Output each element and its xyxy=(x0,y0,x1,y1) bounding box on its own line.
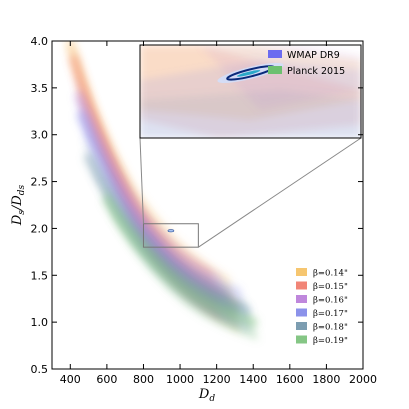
band-series-2 xyxy=(73,72,232,324)
x-axis-label: Dd xyxy=(198,387,215,404)
legend-label: β=0.17" xyxy=(313,309,348,319)
y-tick-label: 1.5 xyxy=(31,269,49,282)
inset-plot: WMAP DR9 Planck 2015 xyxy=(139,44,362,139)
legend-label: β=0.18" xyxy=(313,323,348,333)
inset-legend-label: Planck 2015 xyxy=(287,66,345,77)
legend-label: β=0.16" xyxy=(313,296,348,306)
band-series-3 xyxy=(75,93,252,334)
zoom-constraint-mark xyxy=(167,229,175,233)
legend-swatch xyxy=(296,295,307,303)
x-tick-label: 1400 xyxy=(239,373,267,386)
legend-label: β=0.14" xyxy=(313,269,348,279)
legend-swatch xyxy=(296,281,307,290)
band-core-5 xyxy=(101,195,259,328)
x-tick-label: 1800 xyxy=(312,373,340,386)
x-tick-label: 400 xyxy=(60,373,81,386)
x-tick-label: 800 xyxy=(133,373,154,386)
zoom-indicator xyxy=(139,137,362,248)
inset-band-3 xyxy=(140,90,361,138)
legend-swatch xyxy=(296,335,307,344)
inset-legend: WMAP DR9 Planck 2015 xyxy=(268,50,345,77)
inset-legend-label: WMAP DR9 xyxy=(287,50,340,61)
legend-label: β=0.15" xyxy=(313,282,348,292)
plot-frame xyxy=(51,40,364,370)
x-tick-label: 600 xyxy=(96,373,117,386)
x-axis-ticks: 400 600 800 1000 1200 1400 1600 1800 2000 xyxy=(60,41,377,386)
inset-contour-core xyxy=(236,70,261,77)
y-tick-label: 3.0 xyxy=(31,129,49,142)
y-tick-label: 4.0 xyxy=(31,35,49,48)
y-axis-ticks: 0.5 1.0 1.5 2.0 2.5 3.0 3.5 4.0 xyxy=(31,35,363,376)
y-axis-label: Ds/Dds xyxy=(10,184,27,226)
inset-legend-swatch xyxy=(268,66,282,74)
x-tick-label: 2000 xyxy=(349,373,377,386)
y-tick-label: 2.0 xyxy=(31,222,49,235)
legend-swatch xyxy=(296,268,307,276)
x-tick-label: 1000 xyxy=(166,373,194,386)
inset-legend-swatch xyxy=(268,50,282,58)
x-tick-label: 1200 xyxy=(203,373,231,386)
zoom-connector-left xyxy=(139,137,144,224)
inset-bands xyxy=(140,45,361,138)
y-tick-label: 0.5 xyxy=(31,363,49,376)
x-tick-label: 1600 xyxy=(276,373,304,386)
y-tick-label: 2.5 xyxy=(31,176,49,189)
legend: β=0.14" β=0.15" β=0.16" β=0.17" β=0.18" β=0.1… xyxy=(296,268,348,346)
zoom-connector-right xyxy=(198,137,362,248)
inset-frame xyxy=(139,44,362,139)
y-tick-label: 1.0 xyxy=(31,316,49,329)
band-series-4 xyxy=(83,137,241,330)
y-tick-label: 3.5 xyxy=(31,82,49,95)
band-series-0 xyxy=(69,41,241,334)
legend-swatch xyxy=(296,308,307,317)
inset-band-4 xyxy=(200,45,361,110)
zoom-box xyxy=(142,223,199,248)
legend-label: β=0.19" xyxy=(313,336,348,346)
legend-swatch xyxy=(296,322,307,330)
band-series-5 xyxy=(101,181,259,341)
